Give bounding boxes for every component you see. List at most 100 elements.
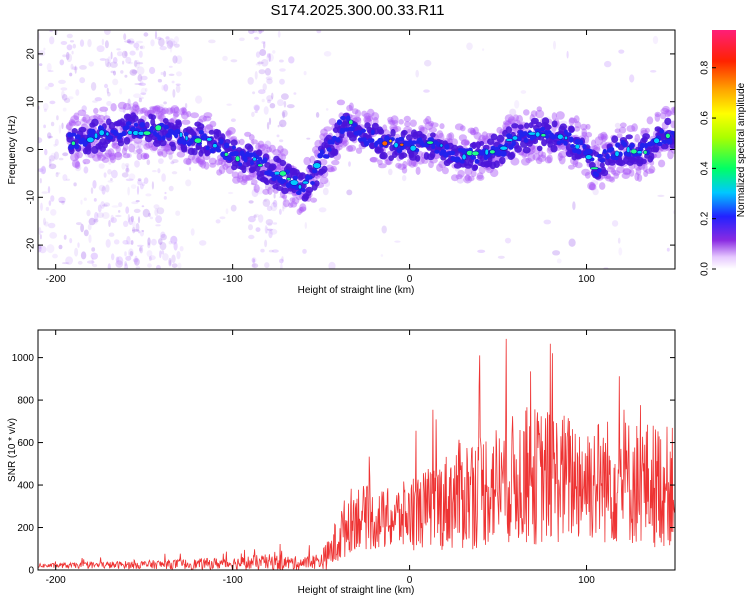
spectrogram-noise-blob: [135, 200, 140, 203]
spectrogram-noise-blob: [266, 121, 270, 130]
spectrogram-ridge-blob: [582, 143, 587, 150]
spectrogram-ridge-blob: [589, 182, 596, 191]
spectrogram-ridge-blob: [296, 208, 302, 215]
spectrogram-noise-blob: [184, 103, 188, 109]
spectrogram-noise-blob: [116, 51, 123, 57]
spectrogram-noise-blob: [40, 202, 43, 211]
spectrogram-ridge-blob: [248, 134, 255, 141]
spectrogram-ridge-blob: [496, 149, 502, 157]
spectrogram-ridge-blob: [467, 175, 475, 182]
spectrogram-ridge-blob: [389, 120, 396, 126]
spectrogram-noise-blob: [657, 194, 665, 197]
spectrogram-noise-blob: [262, 198, 271, 207]
spectrogram-ridge-blob: [346, 145, 354, 152]
spectrogram-noise-blob: [79, 118, 88, 126]
spectrogram-noise-blob: [101, 38, 105, 46]
spectrogram-ridge-blob: [124, 125, 130, 130]
spectrogram-ridge-blob: [117, 101, 127, 110]
spectrogram-ridge-blob: [621, 172, 630, 179]
spectrogram-ridge-blob: [614, 128, 621, 134]
spectrogram-ridge-blob: [281, 187, 289, 194]
spectrogram-ridge-blob: [423, 118, 430, 125]
spectrogram-ridge-blob: [347, 144, 357, 152]
spectrogram-noise-blob: [171, 254, 176, 264]
spectrogram-ridge-blob: [319, 149, 325, 156]
spectrogram-noise-blob: [477, 249, 486, 253]
spectrogram-noise-blob: [70, 63, 74, 70]
spectrogram-ridge-blob: [464, 140, 470, 146]
spectrogram-noise-blob: [226, 103, 232, 106]
spectrogram-noise-blob: [258, 69, 266, 75]
spectrogram-noise-blob: [105, 184, 110, 193]
spectrogram-ridge-blob: [522, 131, 528, 136]
spectrogram-noise-blob: [304, 222, 307, 229]
spectrogram-ridge-blob: [409, 119, 417, 127]
spectrogram-noise-blob: [666, 247, 670, 252]
spectrogram-ridge-blob: [77, 109, 87, 117]
spectrogram-noise-blob: [108, 153, 115, 163]
spectrogram-noise-blob: [135, 145, 141, 151]
spectrogram-ridge-blob: [281, 178, 287, 183]
spectrogram-ridge-blob: [606, 166, 615, 173]
spectrogram-noise-blob: [86, 209, 91, 217]
spectrogram-peak-blob: [409, 145, 417, 152]
spectrogram-ridge-blob: [121, 147, 128, 155]
spectrogram-noise-blob: [279, 139, 284, 143]
spectrogram-x-tick-label: -200: [46, 274, 66, 285]
spectrogram-noise-blob: [130, 240, 134, 245]
spectrogram-ridge-blob: [425, 115, 432, 125]
spectrogram-noise-blob: [111, 205, 119, 208]
spectrogram-noise-blob: [94, 97, 103, 102]
spectrogram-noise-blob: [169, 259, 172, 266]
spectrogram-noise-blob: [130, 184, 137, 190]
spectrogram-ridge-blob: [68, 120, 77, 127]
spectrogram-ridge-blob: [532, 153, 541, 161]
spectrogram-ridge-blob: [436, 163, 443, 172]
spectrogram-noise-blob: [255, 187, 264, 195]
spectrogram-noise-blob: [60, 87, 68, 91]
spectrogram-ridge-blob: [499, 156, 506, 165]
spectrogram-noise-blob: [131, 69, 138, 74]
spectrogram-noise-blob: [87, 260, 95, 264]
spectrogram-noise-blob: [175, 83, 181, 86]
spectrogram-noise-blob: [74, 164, 82, 172]
spectrogram-noise-blob: [69, 238, 73, 244]
spectrogram-noise-blob: [171, 80, 175, 84]
spectrogram-noise-blob: [50, 121, 55, 127]
spectrogram-ridge-blob: [658, 159, 666, 168]
spectrogram-noise-blob: [52, 253, 58, 259]
spectrogram-noise-blob: [134, 258, 140, 266]
spectrogram-ridge-blob: [144, 121, 150, 129]
spectrogram-ridge-blob: [361, 110, 368, 117]
spectrogram-ridge-blob: [158, 139, 167, 147]
spectrogram-ridge-blob: [428, 160, 434, 169]
spectrogram-ridge-blob: [190, 112, 200, 119]
spectrogram-noise-blob: [592, 188, 599, 196]
spectrogram-ridge-blob: [132, 104, 140, 112]
spectrogram-noise-blob: [116, 48, 121, 51]
spectrogram-noise-blob: [125, 167, 130, 173]
spectrogram-ridge-blob: [464, 167, 473, 176]
spectrogram-ridge-blob: [615, 142, 621, 148]
spectrogram-ridge-blob: [107, 148, 115, 157]
spectrogram-noise-blob: [107, 263, 111, 269]
spectrogram-noise-blob: [92, 180, 97, 189]
spectrogram-ridge-blob: [648, 165, 656, 174]
spectrogram-peak-blob: [399, 142, 405, 147]
spectrogram-noise-blob: [254, 71, 258, 80]
spectrogram-ridge-blob: [173, 106, 180, 114]
spectrogram-noise-blob: [123, 33, 127, 41]
spectrogram-ridge-blob: [408, 158, 417, 168]
spectrogram-ridge-blob: [198, 160, 204, 168]
spectrogram-noise-blob: [543, 219, 552, 225]
spectrogram-ridge-blob: [377, 147, 384, 154]
spectrogram-ridge-blob: [474, 158, 480, 164]
spectrogram-ridge-blob: [538, 149, 544, 158]
spectrogram-ridge-blob: [387, 119, 394, 125]
spectrogram-noise-blob: [124, 163, 130, 167]
spectrogram-noise-blob: [135, 222, 140, 232]
spectrogram-noise-blob: [73, 182, 77, 187]
spectrogram-peak-blob: [212, 143, 218, 149]
spectrogram-ridge-blob: [272, 149, 281, 156]
spectrogram-ridge-blob: [487, 138, 495, 145]
